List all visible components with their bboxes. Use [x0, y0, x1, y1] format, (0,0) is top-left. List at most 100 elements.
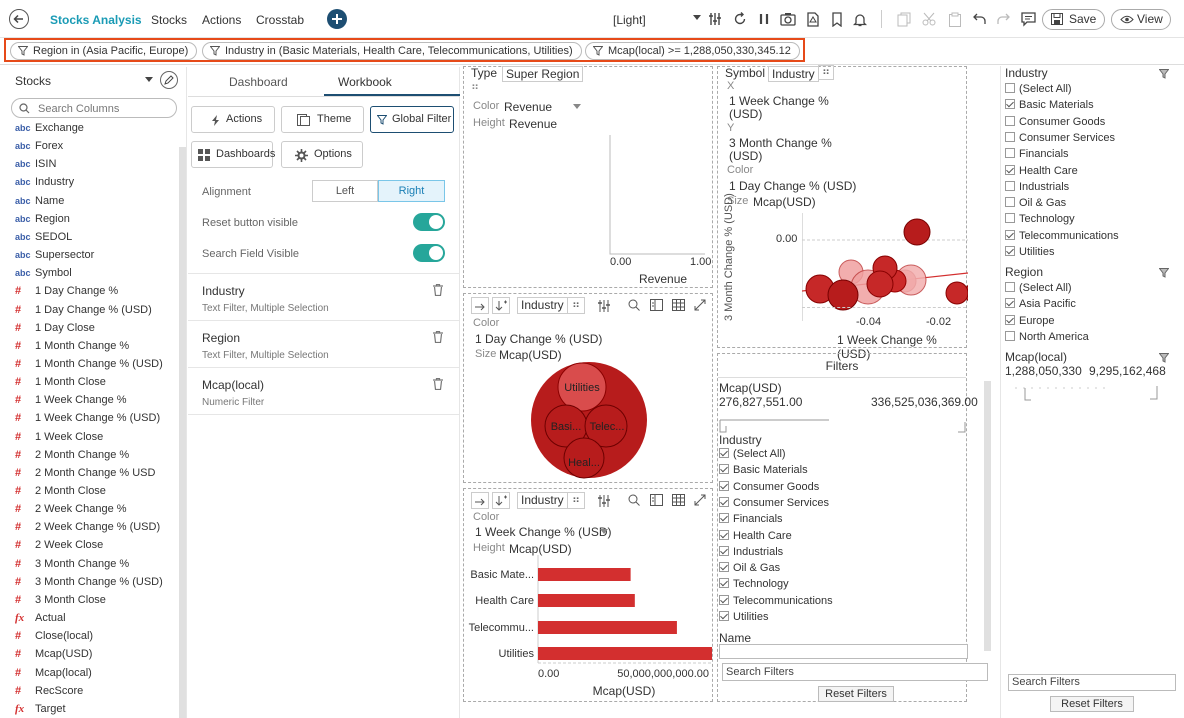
size-value[interactable]: Mcap(USD) — [499, 348, 562, 362]
reset-filters-button[interactable]: Reset Filters — [1050, 696, 1134, 712]
column-item-2-week-close[interactable]: #2 Week Close — [15, 536, 103, 554]
theme-button[interactable]: Theme — [281, 106, 364, 133]
mcap-range-slider[interactable] — [719, 414, 969, 436]
search-visible-toggle[interactable] — [413, 244, 445, 262]
checklist-item-technology[interactable]: Technology — [719, 578, 789, 590]
sliders-icon[interactable] — [598, 495, 610, 507]
trash-icon[interactable] — [433, 378, 443, 390]
checkbox[interactable] — [719, 448, 729, 458]
back-button[interactable] — [9, 9, 29, 29]
column-item-mcap-local[interactable]: # Mcap(local) — [15, 664, 92, 682]
sliders-icon[interactable] — [598, 300, 610, 312]
checklist-item-telecommunications[interactable]: Telecommunications — [719, 594, 833, 607]
column-item-2-week-change[interactable]: #2 Week Change % — [15, 500, 127, 518]
options-button[interactable]: Options — [281, 141, 363, 168]
chart-type-icon[interactable]: ⠶ — [567, 297, 585, 314]
chevron-down-icon[interactable] — [144, 76, 154, 84]
tab-actions[interactable]: Actions — [202, 13, 242, 27]
paste-icon[interactable] — [948, 12, 962, 27]
checklist-item-select-all[interactable]: (Select All) — [1005, 282, 1072, 294]
table-icon[interactable] — [672, 494, 685, 506]
column-item-2-month-close[interactable]: #2 Month Close — [15, 482, 106, 500]
theme-selector[interactable]: [Light] — [613, 13, 646, 27]
column-item-3-month-close[interactable]: #3 Month Close — [15, 591, 106, 609]
bar-basic-mate[interactable] — [538, 568, 631, 581]
column-item-symbol[interactable]: abc Symbol — [15, 264, 72, 282]
column-item-3-month-change[interactable]: #3 Month Change % — [15, 555, 129, 573]
checklist-item-north-america[interactable]: North America — [1005, 330, 1089, 343]
checkbox[interactable] — [719, 529, 729, 540]
checklist-item-consumer-services[interactable]: Consumer Services — [719, 496, 829, 509]
scrollbar[interactable] — [984, 381, 991, 651]
checkbox[interactable] — [1005, 180, 1015, 191]
comment-icon[interactable] — [1021, 12, 1036, 27]
undo-icon[interactable] — [973, 13, 987, 25]
filter-chip-mcap[interactable]: Mcap(local) >= 1,288,050,330,345.12 — [585, 42, 800, 60]
app-title[interactable]: Stocks Analysis — [50, 13, 142, 27]
sort-icon[interactable] — [492, 492, 510, 509]
checklist-item-industrials[interactable]: Industrials — [1005, 180, 1069, 193]
reset-visible-toggle[interactable] — [413, 213, 445, 231]
checkbox[interactable] — [1005, 282, 1015, 292]
checkbox[interactable] — [719, 464, 729, 475]
pause-icon[interactable] — [758, 13, 770, 25]
filter-chip-region[interactable]: Region in (Asia Pacific, Europe) — [10, 42, 198, 60]
filter-item-mcap[interactable]: Mcap(local) Numeric Filter — [188, 367, 459, 415]
mcap-range-slider[interactable] — [1005, 382, 1180, 402]
column-item-3-month-change-usd[interactable]: #3 Month Change % (USD) — [15, 573, 163, 591]
maximize-icon[interactable] — [694, 299, 706, 311]
sliders-icon[interactable] — [708, 12, 722, 26]
checkbox[interactable] — [1005, 115, 1015, 126]
column-item-industry[interactable]: abc Industry — [15, 173, 74, 191]
view-button[interactable]: View — [1111, 9, 1171, 30]
checklist-item-utilities[interactable]: Utilities — [719, 611, 768, 623]
column-item-actual[interactable]: fx Actual — [15, 609, 66, 627]
save-button[interactable]: Save — [1042, 9, 1105, 30]
group-by-industry[interactable]: Industry — [517, 492, 568, 509]
align-right-button[interactable]: Right — [378, 180, 445, 202]
x-value[interactable]: 1 Week Change % (USD) — [729, 94, 829, 121]
filter-chip-industry[interactable]: Industry in (Basic Materials, Health Car… — [202, 42, 582, 60]
type-value[interactable]: Super Region — [502, 66, 584, 82]
checklist-item-select-all[interactable]: (Select All) — [719, 448, 786, 460]
checklist-item-health-care[interactable]: Health Care — [1005, 164, 1078, 177]
checklist-item-industrials[interactable]: Industrials — [719, 545, 783, 558]
chart-type-icon[interactable]: ⠶ — [567, 492, 585, 509]
search-icon[interactable] — [628, 299, 640, 311]
checkbox[interactable] — [719, 545, 729, 556]
tab-stocks[interactable]: Stocks — [151, 13, 188, 27]
checkbox[interactable] — [719, 562, 729, 573]
column-item-1-week-change-usd[interactable]: #1 Week Change % (USD) — [15, 409, 160, 427]
checklist-item-oil-gas[interactable]: Oil & Gas — [719, 562, 780, 574]
chevron-down-icon[interactable] — [692, 14, 702, 22]
redo-icon[interactable] — [996, 13, 1010, 25]
datasource-name[interactable]: Stocks — [15, 74, 52, 88]
checklist-item-utilities[interactable]: Utilities — [1005, 246, 1054, 258]
column-item-1-week-change[interactable]: #1 Week Change % — [15, 391, 127, 409]
column-item-name[interactable]: abc Name — [15, 192, 64, 210]
checklist-item-consumer-services[interactable]: Consumer Services — [1005, 131, 1115, 144]
sort-icon[interactable] — [492, 297, 510, 314]
checklist-item-consumer-goods[interactable]: Consumer Goods — [1005, 115, 1105, 128]
column-item-2-month-change[interactable]: #2 Month Change % — [15, 446, 129, 464]
checklist-item-europe[interactable]: Europe — [1005, 314, 1054, 327]
bell-icon[interactable] — [853, 12, 867, 27]
size-value[interactable]: Mcap(USD) — [753, 195, 816, 209]
bookmark-icon[interactable] — [831, 12, 843, 27]
chevron-down-icon[interactable] — [600, 529, 608, 535]
add-tab-button[interactable] — [327, 9, 347, 29]
checkbox[interactable] — [719, 480, 729, 491]
trash-icon[interactable] — [433, 284, 443, 296]
checkbox[interactable] — [1005, 298, 1015, 309]
filter-icon[interactable] — [1159, 69, 1169, 79]
column-item-forex[interactable]: abc Forex — [15, 137, 63, 155]
color-value[interactable]: 1 Week Change % (USD) — [475, 525, 612, 539]
filter-item-industry[interactable]: Industry Text Filter, Multiple Selection — [188, 273, 459, 321]
snapshot-icon[interactable] — [780, 12, 796, 26]
table-icon[interactable] — [672, 299, 685, 311]
column-item-1-month-close[interactable]: #1 Month Close — [15, 373, 106, 391]
checkbox[interactable] — [1005, 164, 1015, 175]
column-item-exchange[interactable]: abc Exchange — [15, 119, 84, 137]
column-item-region[interactable]: abc Region — [15, 210, 70, 228]
column-item-target[interactable]: fx Target — [15, 700, 66, 718]
